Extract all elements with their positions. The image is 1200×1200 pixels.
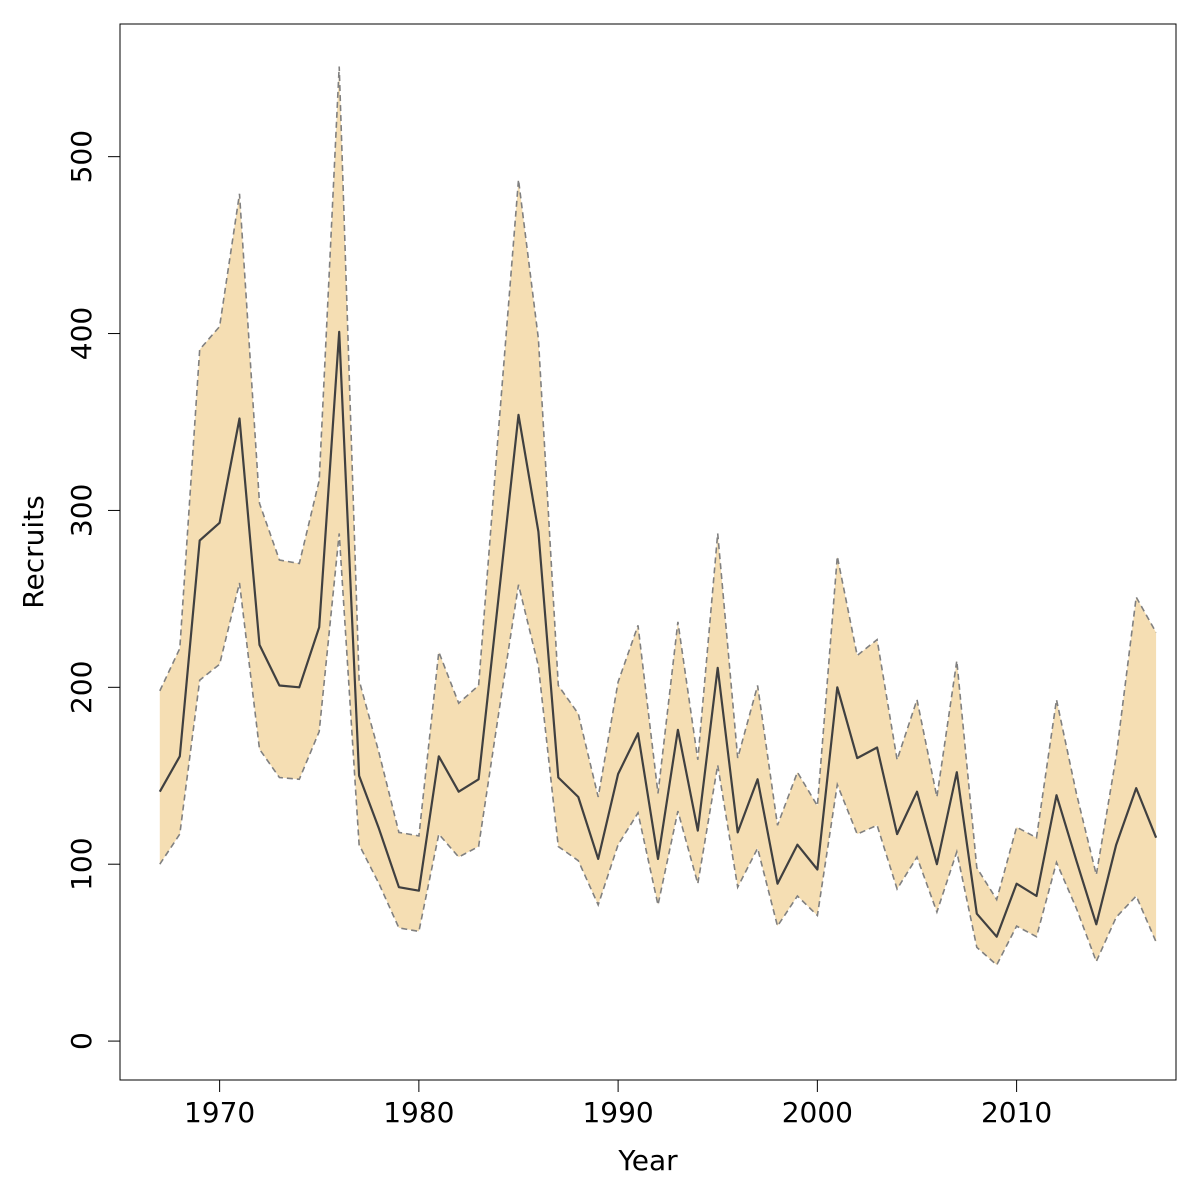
x-axis: 1970 1980 1990 2000 2010 — [184, 1079, 1052, 1129]
x-tick-label: 1970 — [184, 1096, 255, 1129]
y-tick-label: 400 — [65, 307, 98, 360]
band-area — [159, 66, 1157, 965]
y-tick-label: 300 — [65, 484, 98, 537]
confidence-bounds — [159, 66, 1157, 967]
lower-bound-line — [159, 533, 1157, 967]
y-axis-label: Recruits — [17, 495, 50, 608]
x-tick-label: 1990 — [582, 1096, 653, 1129]
estimate-line — [158, 330, 1158, 938]
x-tick-label: 2000 — [782, 1096, 853, 1129]
y-axis: 0 100 200 300 400 500 — [65, 130, 121, 1050]
upper-bound-line — [159, 66, 1157, 902]
y-tick-label: 100 — [65, 837, 98, 890]
x-tick-label: 1980 — [383, 1096, 454, 1129]
y-tick-label: 500 — [65, 130, 98, 183]
estimate-series — [158, 330, 1158, 938]
x-axis-label: Year — [617, 1144, 678, 1177]
y-tick-label: 200 — [65, 661, 98, 714]
x-tick-label: 2010 — [981, 1096, 1052, 1129]
y-tick-label: 0 — [65, 1032, 98, 1050]
confidence-band — [159, 66, 1157, 965]
